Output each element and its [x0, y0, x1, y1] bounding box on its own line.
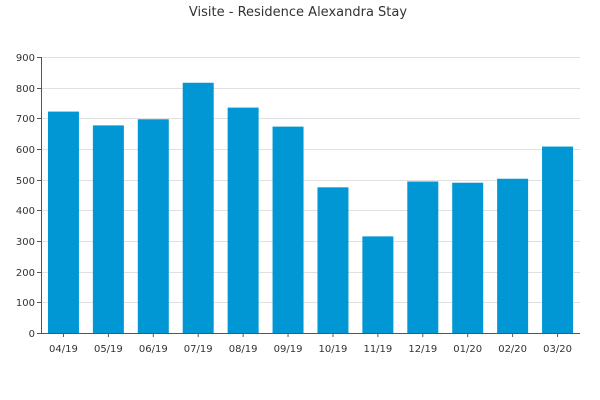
bar-07-19 — [182, 82, 214, 333]
bar-03-20 — [542, 146, 574, 333]
x-tick-label: 07/19 — [184, 344, 213, 355]
x-tick-label: 08/19 — [229, 344, 258, 355]
bar-01-20 — [452, 182, 484, 333]
y-tick-label: 800 — [16, 84, 35, 95]
x-tick-label: 05/19 — [94, 344, 123, 355]
chart-title: Visite - Residence Alexandra Stay — [189, 5, 407, 20]
y-tick-label: 100 — [16, 298, 35, 309]
y-tick-label: 0 — [29, 329, 35, 340]
bar-02-20 — [497, 178, 529, 333]
x-tick-label: 02/20 — [498, 344, 527, 355]
bar-04-19 — [47, 111, 79, 333]
y-tick-label: 200 — [16, 268, 35, 279]
x-tick-label: 01/20 — [453, 344, 482, 355]
y-tick-labels: 0 100 200 300 400 500 600 700 800 900 — [16, 53, 35, 340]
gridlines — [41, 57, 580, 303]
bar-12-19 — [407, 181, 439, 333]
x-tick-label: 09/19 — [274, 344, 303, 355]
bars — [47, 82, 574, 333]
y-tick-label: 400 — [16, 206, 35, 217]
axes — [37, 57, 580, 337]
bar-06-19 — [137, 119, 169, 333]
x-tick-label: 03/20 — [543, 344, 572, 355]
y-tick-label: 300 — [16, 237, 35, 248]
bar-08-19 — [227, 107, 259, 333]
bar-11-19 — [362, 236, 394, 333]
x-tick-labels: 04/19 05/19 06/19 07/19 08/19 09/19 10/19 11/19… — [49, 344, 572, 355]
x-tick-label: 11/19 — [363, 344, 392, 355]
bar-09-19 — [272, 126, 304, 333]
x-tick-label: 06/19 — [139, 344, 168, 355]
y-tick-label: 500 — [16, 176, 35, 187]
y-tick-label: 700 — [16, 114, 35, 125]
bar-05-19 — [92, 125, 124, 333]
x-tick-label: 10/19 — [319, 344, 348, 355]
bar-10-19 — [317, 187, 349, 333]
y-tick-label: 600 — [16, 145, 35, 156]
x-tick-label: 12/19 — [408, 344, 437, 355]
x-tick-label: 04/19 — [49, 344, 78, 355]
y-tick-label: 900 — [16, 53, 35, 64]
